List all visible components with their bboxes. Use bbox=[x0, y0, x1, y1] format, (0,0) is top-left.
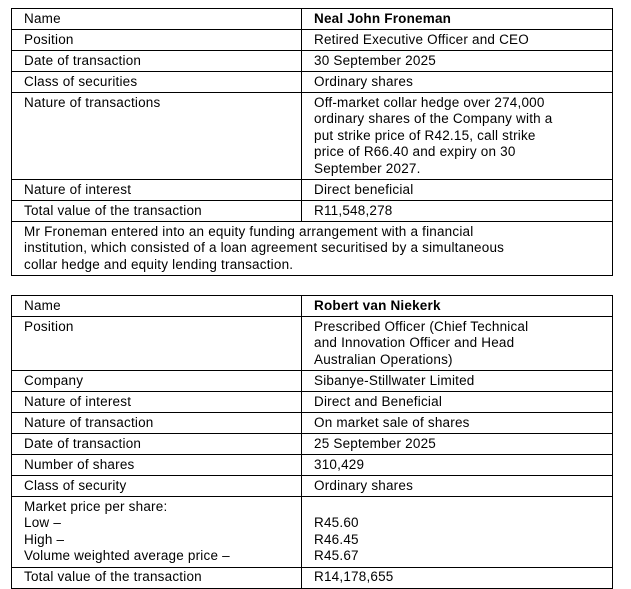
value-line: and Innovation Officer and Head bbox=[314, 335, 515, 350]
row-value-date-of-transaction: 30 September 2025 bbox=[301, 50, 613, 72]
value-line: Prescribed Officer (Chief Technical bbox=[314, 318, 529, 334]
row-label-total-value: Total value of the transaction bbox=[11, 566, 302, 589]
table-row-number-of-shares: Number of shares 310,429 bbox=[11, 454, 613, 476]
row-label-nature-of-interest: Nature of interest bbox=[11, 391, 302, 413]
value-line: R45.67 bbox=[314, 548, 359, 563]
table-row-nature-of-interest: Nature of interest Direct and Beneficial bbox=[11, 391, 613, 413]
value-line: Australian Operations) bbox=[314, 351, 453, 367]
row-value-position: Retired Executive Officer and CEO bbox=[301, 29, 613, 51]
row-label-nature-of-transaction: Nature of transaction bbox=[11, 412, 302, 434]
table-row-name: Name Robert van Niekerk bbox=[11, 295, 613, 317]
row-value-nature-of-interest: Direct beneficial bbox=[301, 179, 613, 201]
row-label-date-of-transaction: Date of transaction bbox=[11, 433, 302, 455]
table-row-note: Mr Froneman entered into an equity fundi… bbox=[11, 221, 613, 276]
froneman-disclosure-table: Name Neal John Froneman Position Retired… bbox=[11, 8, 613, 276]
value-line: ordinary shares of the Company with a bbox=[314, 111, 553, 126]
table-row-nature-of-interest: Nature of interest Direct beneficial bbox=[11, 179, 613, 201]
value-line: R46.45 bbox=[314, 531, 359, 547]
row-value-total-value: R14,178,655 bbox=[301, 566, 613, 589]
row-label-name: Name bbox=[11, 295, 302, 317]
row-value-nature-of-transaction: On market sale of shares bbox=[301, 412, 613, 434]
table-row-date-of-transaction: Date of transaction 30 September 2025 bbox=[11, 50, 613, 72]
table-row-nature-of-transaction: Nature of transaction On market sale of … bbox=[11, 412, 613, 434]
label-line: Volume weighted average price – bbox=[24, 548, 230, 563]
row-value-nature-of-transactions: Off-market collar hedge over 274,000 ord… bbox=[301, 92, 613, 180]
table-row-position: Position Prescribed Officer (Chief Techn… bbox=[11, 316, 613, 371]
note-line: collar hedge and equity lending transact… bbox=[24, 256, 294, 272]
row-label-position: Position bbox=[11, 316, 302, 371]
row-value-class-of-security: Ordinary shares bbox=[301, 475, 613, 497]
row-label-total-value: Total value of the transaction bbox=[11, 200, 302, 222]
row-label-nature-of-transactions: Nature of transactions bbox=[11, 92, 302, 180]
row-label-nature-of-interest: Nature of interest bbox=[11, 179, 302, 201]
row-label-position: Position bbox=[11, 29, 302, 51]
value-line bbox=[314, 499, 606, 516]
table-row-date-of-transaction: Date of transaction 25 September 2025 bbox=[11, 433, 613, 455]
row-value-class-of-securities: Ordinary shares bbox=[301, 71, 613, 93]
row-label-class-of-security: Class of security bbox=[11, 475, 302, 497]
label-line: Low – bbox=[24, 515, 62, 530]
row-value-total-value: R11,548,278 bbox=[301, 200, 613, 222]
value-line: price of R66.40 and expiry on 30 bbox=[314, 144, 516, 159]
value-line: put strike price of R42.15, call strike bbox=[314, 127, 536, 143]
row-value-position: Prescribed Officer (Chief Technical and … bbox=[301, 316, 613, 371]
table-row-market-price: Market price per share: Low – High – Vol… bbox=[11, 496, 613, 568]
label-line: High – bbox=[24, 531, 65, 547]
row-label-name: Name bbox=[11, 8, 302, 30]
note-line: institution, which consisted of a loan a… bbox=[24, 240, 505, 255]
row-value-number-of-shares: 310,429 bbox=[301, 454, 613, 476]
row-value-nature-of-interest: Direct and Beneficial bbox=[301, 391, 613, 413]
row-value-date-of-transaction: 25 September 2025 bbox=[301, 433, 613, 455]
value-line: R45.60 bbox=[314, 515, 359, 530]
value-line: September 2027. bbox=[314, 160, 421, 176]
row-value-name: Neal John Froneman bbox=[301, 8, 613, 30]
table-row-class-of-security: Class of security Ordinary shares bbox=[11, 475, 613, 497]
table-row-total-value: Total value of the transaction R11,548,2… bbox=[11, 200, 613, 222]
row-label-number-of-shares: Number of shares bbox=[11, 454, 302, 476]
row-label-date-of-transaction: Date of transaction bbox=[11, 50, 302, 72]
note-line: Mr Froneman entered into an equity fundi… bbox=[24, 223, 474, 239]
table-row-class-of-securities: Class of securities Ordinary shares bbox=[11, 71, 613, 93]
label-line: Market price per share: bbox=[24, 498, 168, 514]
row-label-class-of-securities: Class of securities bbox=[11, 71, 302, 93]
row-value-company: Sibanye-Stillwater Limited bbox=[301, 370, 613, 392]
van-niekerk-disclosure-table: Name Robert van Niekerk Position Prescri… bbox=[11, 295, 613, 589]
table-row-company: Company Sibanye-Stillwater Limited bbox=[11, 370, 613, 392]
row-value-name: Robert van Niekerk bbox=[301, 295, 613, 317]
table-row-total-value: Total value of the transaction R14,178,6… bbox=[11, 566, 613, 589]
note-cell: Mr Froneman entered into an equity fundi… bbox=[11, 221, 613, 276]
row-value-market-price: R45.60 R46.45 R45.67 bbox=[301, 496, 613, 568]
table-row-position: Position Retired Executive Officer and C… bbox=[11, 29, 613, 51]
row-label-market-price: Market price per share: Low – High – Vol… bbox=[11, 496, 302, 568]
table-row-name: Name Neal John Froneman bbox=[11, 8, 613, 30]
value-line: Off-market collar hedge over 274,000 bbox=[314, 94, 545, 110]
table-row-nature-of-transactions: Nature of transactions Off-market collar… bbox=[11, 92, 613, 180]
row-label-company: Company bbox=[11, 370, 302, 392]
